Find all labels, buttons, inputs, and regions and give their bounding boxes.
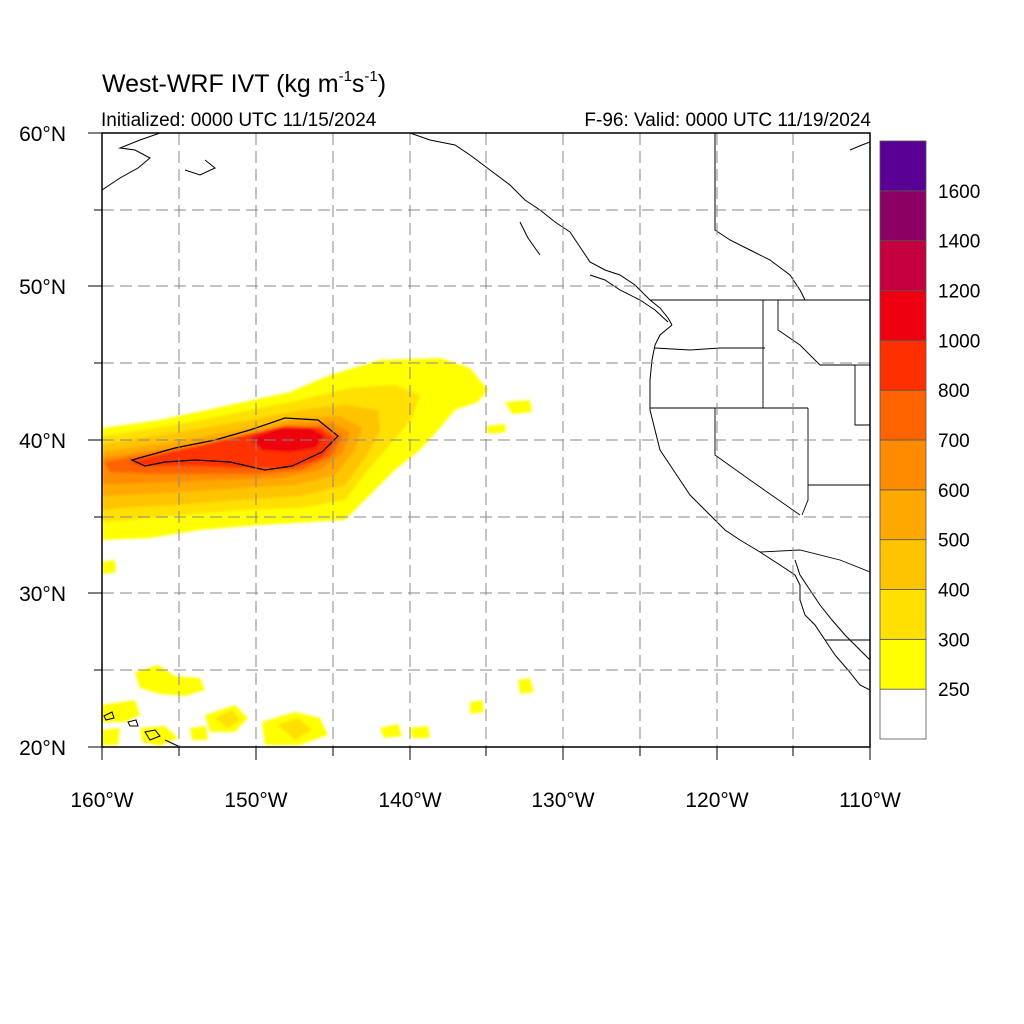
colorbar-label: 500	[938, 531, 970, 552]
state-borders	[650, 300, 870, 641]
colorbar-label: 800	[938, 381, 970, 402]
hawaii-islands	[103, 711, 179, 747]
ivt-contour	[130, 417, 339, 471]
colorbar-swatch	[879, 140, 927, 192]
lat-label: 20°N	[19, 737, 66, 760]
colorbar-label: 1400	[938, 232, 980, 253]
colorbar-label: 400	[938, 581, 970, 602]
colorbar-swatch	[879, 489, 927, 541]
lon-label: 110°W	[839, 789, 901, 812]
lat-label: 30°N	[19, 583, 66, 606]
colorbar-label: 600	[938, 481, 970, 502]
valid-time-label: F-96: Valid: 0000 UTC 11/19/2024	[584, 110, 871, 131]
lat-label: 40°N	[19, 430, 66, 453]
colorbar-swatch	[879, 638, 927, 690]
colorbar-label: 700	[938, 431, 970, 452]
lon-label: 120°W	[685, 789, 748, 812]
colorbar-swatch	[879, 539, 927, 590]
colorbar-label: 250	[938, 680, 970, 701]
init-time-label: Initialized: 0000 UTC 11/15/2024	[101, 110, 377, 131]
colorbar-swatch	[879, 190, 927, 242]
colorbar-swatch	[879, 339, 927, 391]
colorbar-swatch	[879, 688, 927, 740]
colorbar-swatch	[879, 589, 927, 640]
lon-label: 130°W	[531, 789, 594, 812]
colorbar-label: 1600	[938, 182, 980, 203]
colorbar-label: 300	[938, 630, 970, 651]
lon-label: 140°W	[378, 789, 441, 812]
ivt-field	[102, 358, 534, 746]
colorbar: 250 300 400 500 600 700 800 1000 1200 1400 1600	[879, 140, 980, 740]
colorbar-swatch	[879, 240, 927, 291]
lon-label: 160°W	[70, 789, 133, 812]
axis-ticks	[88, 132, 871, 760]
lat-label: 50°N	[19, 276, 66, 299]
graticule	[102, 133, 870, 747]
colorbar-label: 1200	[938, 282, 980, 303]
colorbar-label: 1000	[938, 331, 980, 352]
map-title: West-WRF IVT (kg m-1s-1)	[102, 68, 387, 98]
lat-label: 60°N	[19, 123, 66, 146]
colorbar-swatch	[879, 290, 927, 341]
lon-label: 150°W	[224, 789, 287, 812]
colorbar-swatch	[879, 439, 927, 491]
colorbar-swatch	[879, 389, 927, 441]
